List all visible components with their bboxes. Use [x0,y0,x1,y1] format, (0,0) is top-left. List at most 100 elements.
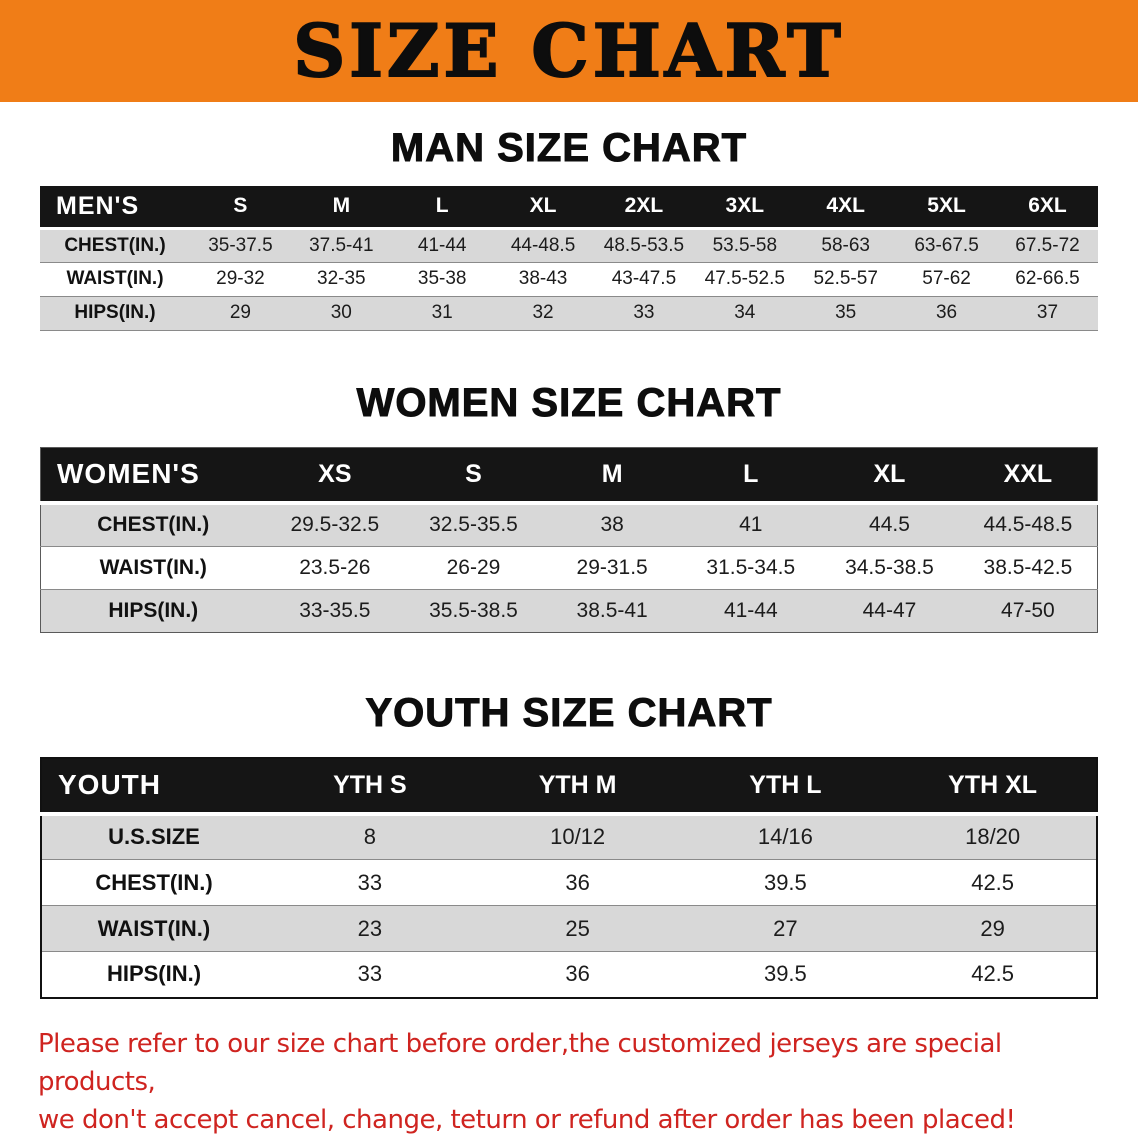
size-value-cell: 35 [835,302,857,323]
banner: SIZE CHART [0,0,1138,102]
women-header-row: WOMEN'S XS S M L XL XXL [40,447,1098,505]
size-value-cell: 38.5-42.5 [983,555,1073,579]
youth-size-header-yth-m: YTH M [473,757,682,816]
size-value-cell: 10/12 [550,824,606,850]
size-value-cell: 31.5-34.5 [706,555,796,579]
size-value-cell: 63-67.5 [914,234,979,256]
size-value-cell: 33-35.5 [299,598,371,622]
men-row-label-waist-in: WAIST(IN.) [66,268,164,289]
size-value-cell: 38 [600,513,624,537]
women-size-header-m: M [542,447,682,505]
size-value-cell: 36 [935,302,958,323]
size-value-cell: 42.5 [971,869,1015,895]
youth-chart-title: YOUTH SIZE CHART [365,690,773,735]
size-value-cell: 34.5-38.5 [845,555,934,579]
men-row-waist-in: WAIST(IN.) 29-32 32-35 35-38 38-43 43-47.5 47.… [40,262,1098,296]
men-size-header-xl: XL [492,186,594,230]
youth-row-label-hips-in: HIPS(IN.) [106,961,202,987]
men-size-header-3xl: 3XL [694,186,796,230]
men-size-chart-section: MAN SIZE CHART MEN'S S M L XL 2XL 3XL 4XL 5XL 6XL C… [0,126,1138,331]
size-value-cell: 29-31.5 [576,555,648,579]
size-value-cell: 29-32 [216,268,265,289]
size-value-cell: 32.5-35.5 [429,513,518,537]
size-value-cell: 8 [363,824,376,850]
size-value-cell: 32-35 [317,268,366,289]
size-value-cell: 47-50 [1001,598,1055,622]
size-value-cell: 48.5-53.5 [603,234,685,256]
size-value-cell: 41-44 [417,234,467,256]
women-table-label: WOMEN'S [40,447,266,505]
youth-size-table: YOUTH YTH S YTH M YTH L YTH XL U.S.SIZE 8 10/12… [40,756,1098,999]
women-row-hips-in: HIPS(IN.) 33-35.5 35.5-38.5 38.5-41 41-44 44-… [40,589,1098,632]
size-value-cell: 26-29 [446,555,501,579]
men-size-header-4xl: 4XL [795,186,897,230]
women-size-header-xxl: XXL [958,447,1098,505]
size-value-cell: 38-43 [518,268,568,289]
men-size-header-s: S [190,186,291,230]
men-header-row: MEN'S S M L XL 2XL 3XL 4XL 5XL 6XL [40,186,1098,230]
youth-row-label-waist-in: WAIST(IN.) [97,915,211,941]
men-row-label-chest-in: CHEST(IN.) [64,234,166,256]
men-chart-title: MAN SIZE CHART [390,126,748,171]
men-size-header-6xl: 6XL [997,186,1098,230]
size-value-cell: 62-66.5 [1015,268,1080,289]
size-value-cell: 53.5-58 [712,234,778,256]
size-value-cell: 44.5-48.5 [983,513,1073,537]
size-value-cell: 37.5-41 [309,234,374,256]
size-value-cell: 44.5 [869,513,910,537]
page-title: SIZE CHART [292,8,845,93]
youth-row-waist-in: WAIST(IN.) 23 25 27 29 [41,905,1097,952]
size-value-cell: 52.5-57 [813,268,878,289]
women-row-chest-in: CHEST(IN.) 29.5-32.5 32.5-35.5 38 41 44.5 44.5… [40,503,1098,546]
size-value-cell: 38.5-41 [576,598,648,622]
size-value-cell: 37 [1036,302,1059,323]
women-row-waist-in: WAIST(IN.) 23.5-26 26-29 29-31.5 31.5-34.5 34… [40,546,1098,589]
size-value-cell: 36 [565,869,590,895]
men-row-chest-in: CHEST(IN.) 35-37.5 37.5-41 41-44 44-48.5 48.5… [40,228,1098,262]
size-value-cell: 33 [357,869,383,895]
size-value-cell: 39.5 [763,961,807,987]
men-size-header-l: L [391,186,493,230]
notice-line-2: we don't accept cancel, change, teturn o… [38,1104,1016,1135]
size-value-cell: 44-48.5 [510,234,576,256]
women-row-label-hips-in: HIPS(IN.) [108,598,199,622]
men-size-header-m: M [290,186,392,230]
women-chart-title: WOMEN SIZE CHART [356,380,782,425]
youth-row-hips-in: HIPS(IN.) 33 36 39.5 42.5 [41,951,1097,998]
size-value-cell: 14/16 [757,824,813,850]
size-value-cell: 29.5-32.5 [290,513,380,537]
size-value-cell: 39.5 [763,869,807,895]
size-value-cell: 23.5-26 [299,555,371,579]
youth-row-chest-in: CHEST(IN.) 33 36 39.5 42.5 [41,859,1097,906]
notice-line-1: Please refer to our size chart before or… [38,1028,1002,1097]
youth-table-label: YOUTH [41,757,266,816]
men-size-header-2xl: 2XL [593,186,695,230]
size-value-cell: 47.5-52.5 [704,268,785,289]
size-value-cell: 31 [431,302,453,323]
women-size-table: WOMEN'S XS S M L XL XXL CHEST(IN.) 29.5-32.5 32.5… [40,446,1098,633]
size-value-cell: 33 [633,302,655,323]
women-size-header-l: L [681,447,821,505]
men-table-label: MEN'S [40,186,190,230]
men-size-table: MEN'S S M L XL 2XL 3XL 4XL 5XL 6XL CHEST(IN.) 35-37… [40,186,1098,331]
youth-size-chart-section: YOUTH SIZE CHART YOUTH YTH S YTH M YTH L YTH … [0,690,1138,999]
size-value-cell: 35-38 [417,268,467,289]
size-value-cell: 41-44 [723,598,778,622]
women-size-chart-section: WOMEN SIZE CHART WOMEN'S XS S M L XL XXL CHEST(I… [0,380,1138,633]
men-size-header-5xl: 5XL [896,186,997,230]
size-charts-container: MAN SIZE CHART MEN'S S M L XL 2XL 3XL 4XL 5XL 6XL C… [0,126,1138,999]
size-value-cell: 43-47.5 [611,268,677,289]
size-value-cell: 30 [330,302,352,323]
youth-row-u-s-size: U.S.SIZE 8 10/12 14/16 18/20 [41,813,1097,860]
size-value-cell: 29 [229,302,251,323]
size-value-cell: 41 [739,513,763,537]
footer-notice: Please refer to our size chart before or… [38,1025,1110,1139]
women-size-header-xl: XL [820,447,959,505]
men-row-hips-in: HIPS(IN.) 29 30 31 32 33 34 35 36 37 [40,296,1098,330]
size-value-cell: 42.5 [971,961,1015,987]
size-value-cell: 35-37.5 [208,234,273,256]
size-value-cell: 35.5-38.5 [429,598,518,622]
youth-row-label-u-s-size: U.S.SIZE [108,824,200,850]
size-value-cell: 25 [565,915,590,941]
